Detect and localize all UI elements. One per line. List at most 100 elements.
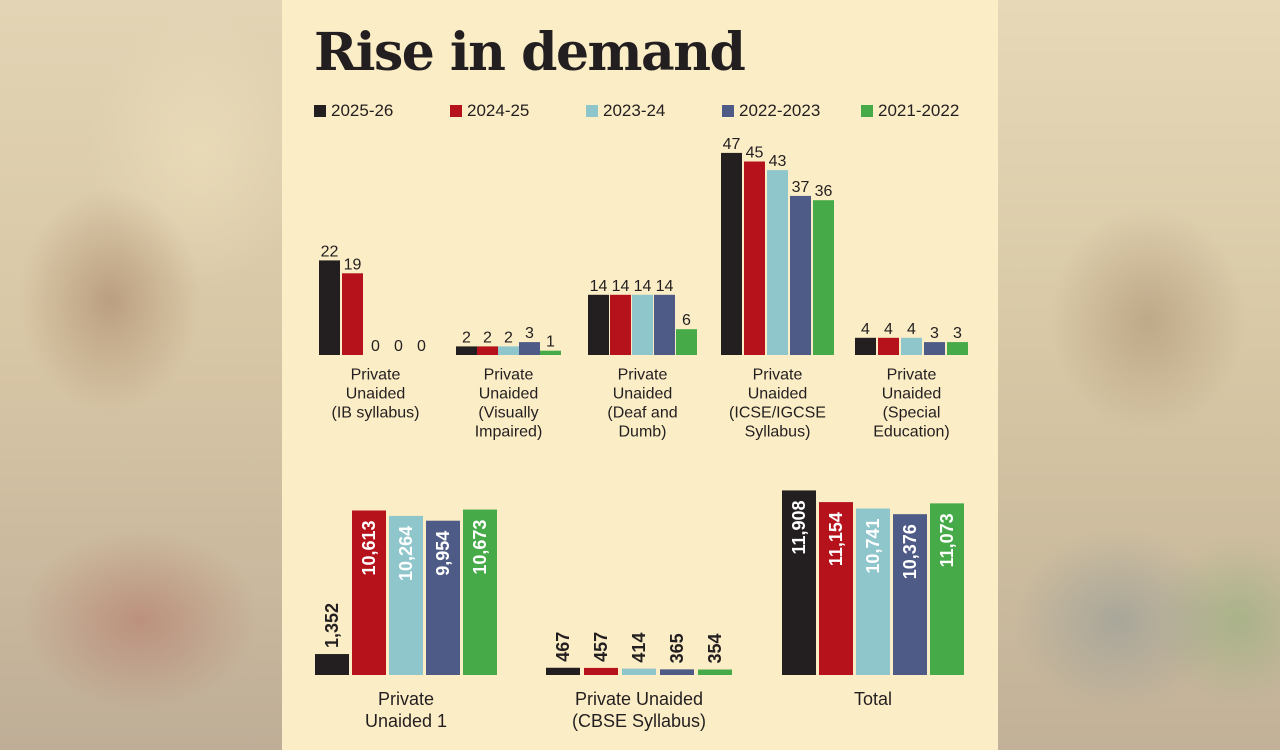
category-label: Private Unaided: [575, 689, 703, 709]
category-label: Private: [887, 367, 937, 384]
data-label: 4: [861, 321, 870, 338]
bar: [315, 654, 349, 675]
data-label: 14: [656, 278, 674, 295]
category-label: (IB syllabus): [331, 405, 419, 422]
data-label: 3: [525, 325, 534, 342]
bar: [819, 502, 853, 675]
data-label: 11,073: [937, 513, 957, 567]
data-label: 2: [462, 329, 471, 346]
category-label: Unaided: [882, 386, 942, 403]
category-label: Private: [484, 367, 534, 384]
blurred-background-left: [0, 0, 282, 750]
bar: [721, 152, 742, 355]
legend-label: 2023-24: [603, 101, 666, 120]
legend-swatch: [722, 105, 734, 117]
bar: [463, 509, 497, 675]
category-label: Impaired): [475, 424, 543, 441]
bar: [676, 329, 697, 355]
bar: [878, 337, 899, 355]
bar: [319, 260, 340, 355]
bar: [924, 342, 945, 355]
legend-swatch: [861, 105, 873, 117]
bar: [588, 294, 609, 355]
category-label: Private: [378, 689, 434, 709]
category-label: Private: [753, 367, 803, 384]
data-label: 2: [483, 329, 492, 346]
category-label: Education): [873, 424, 950, 441]
data-label: 4: [884, 321, 893, 338]
legend-swatch: [450, 105, 462, 117]
data-label: 47: [723, 136, 741, 153]
bar: [519, 342, 540, 355]
data-label: 19: [344, 256, 362, 273]
bar: [744, 161, 765, 355]
legend-swatch: [314, 105, 326, 117]
bar: [352, 510, 386, 675]
data-label: 45: [746, 145, 764, 162]
bar: [660, 669, 694, 675]
data-label: 14: [590, 278, 608, 295]
data-label: 22: [321, 243, 339, 260]
bar: [893, 514, 927, 675]
bar: [540, 350, 561, 355]
bar: [856, 508, 890, 675]
data-label: 467: [553, 632, 573, 662]
data-label: 414: [629, 633, 649, 663]
legend-item-2025-26: 2025-26: [314, 101, 393, 121]
bar: [610, 294, 631, 355]
category-label: Private: [618, 367, 668, 384]
category-label: (CBSE Syllabus): [572, 711, 706, 731]
legend-label: 2022-2023: [739, 101, 821, 120]
data-label: 365: [667, 633, 687, 663]
data-label: 1,352: [322, 603, 342, 648]
data-label: 0: [417, 338, 426, 355]
category-label: Syllabus): [745, 424, 811, 441]
category-label: Dumb): [618, 424, 666, 441]
data-label: 1: [546, 334, 555, 351]
category-label: Total: [854, 689, 892, 709]
data-label: 2: [504, 329, 513, 346]
bar: [622, 668, 656, 675]
bar: [782, 490, 816, 675]
bar: [654, 294, 675, 355]
category-label: (Special: [883, 405, 941, 422]
data-label: 0: [371, 338, 380, 355]
bar: [389, 515, 423, 675]
bar: [584, 667, 618, 675]
data-label: 14: [612, 278, 630, 295]
legend-item-2024-25: 2024-25: [450, 101, 529, 121]
data-label: 10,673: [470, 520, 490, 575]
bar: [698, 669, 732, 675]
data-label: 6: [682, 312, 691, 329]
bar: [767, 170, 788, 355]
data-label: 11,154: [826, 512, 846, 566]
bar: [901, 337, 922, 355]
legend-swatch: [586, 105, 598, 117]
chart-title: Rise in demand: [314, 22, 746, 83]
bar: [930, 503, 964, 675]
category-label: Unaided 1: [365, 711, 447, 731]
legend-item-2023-24: 2023-24: [586, 101, 665, 121]
data-label: 14: [634, 278, 652, 295]
data-label: 3: [930, 325, 939, 342]
data-label: 3: [953, 325, 962, 342]
bar: [426, 520, 460, 675]
blurred-background-right: [998, 0, 1280, 750]
category-label: (ICSE/IGCSE: [729, 405, 826, 422]
bar: [855, 337, 876, 355]
category-label: Unaided: [613, 386, 673, 403]
bar: [813, 200, 834, 355]
data-label: 36: [815, 183, 833, 200]
legend-item-2022-2023: 2022-2023: [722, 101, 820, 121]
bar: [456, 346, 477, 355]
data-label: 10,264: [396, 526, 416, 581]
legend-label: 2025-26: [331, 101, 394, 120]
category-label: Unaided: [346, 386, 406, 403]
bar: [790, 195, 811, 355]
category-label: Private: [351, 367, 401, 384]
bar: [947, 342, 968, 355]
data-label: 354: [705, 633, 725, 663]
data-label: 4: [907, 321, 916, 338]
data-label: 11,908: [789, 500, 809, 554]
bar: [632, 294, 653, 355]
